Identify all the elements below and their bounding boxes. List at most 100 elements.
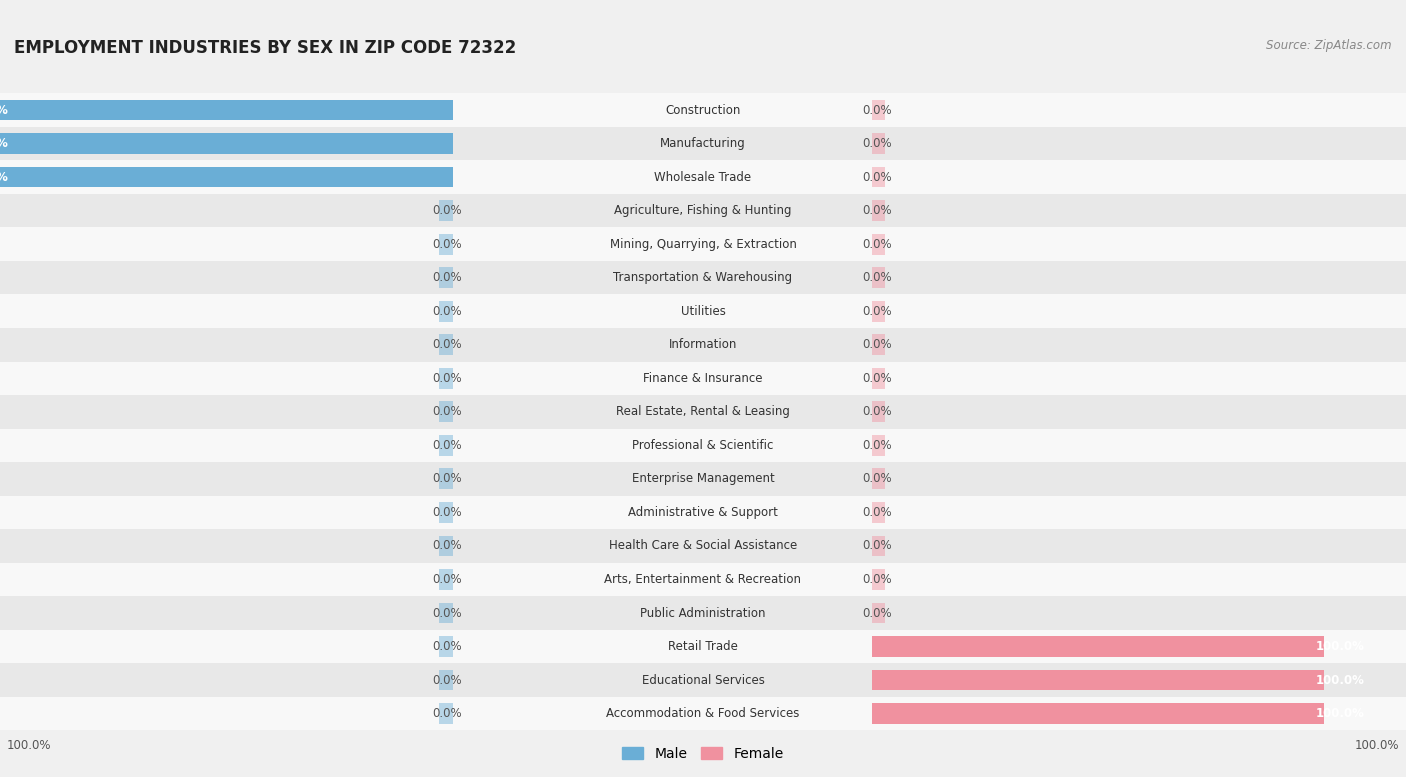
Text: Health Care & Social Assistance: Health Care & Social Assistance (609, 539, 797, 552)
Text: 100.0%: 100.0% (1316, 674, 1364, 687)
Bar (872, 402, 886, 422)
Text: 0.0%: 0.0% (432, 506, 461, 519)
Bar (872, 127, 1406, 160)
Bar (872, 167, 886, 187)
Text: Agriculture, Fishing & Hunting: Agriculture, Fishing & Hunting (614, 204, 792, 217)
Bar (872, 469, 886, 490)
Bar (439, 502, 453, 523)
Text: Public Administration: Public Administration (640, 607, 766, 619)
Bar (534, 228, 872, 261)
Bar (439, 334, 453, 355)
Bar (872, 193, 1406, 228)
Text: Source: ZipAtlas.com: Source: ZipAtlas.com (1267, 39, 1392, 52)
Text: Retail Trade: Retail Trade (668, 640, 738, 653)
Bar (872, 496, 1406, 529)
Bar (872, 328, 1406, 361)
Bar (534, 361, 872, 395)
Bar (872, 502, 886, 523)
Bar (534, 93, 872, 127)
Bar (0, 361, 534, 395)
Text: 100.0%: 100.0% (0, 103, 8, 117)
Bar (534, 462, 872, 496)
Bar (872, 462, 1406, 496)
Text: 0.0%: 0.0% (863, 238, 893, 251)
Bar (872, 630, 1406, 664)
Text: 0.0%: 0.0% (863, 271, 893, 284)
Text: Information: Information (669, 338, 737, 351)
Bar (534, 664, 872, 697)
Text: 0.0%: 0.0% (863, 439, 893, 452)
Bar (0, 160, 534, 193)
Text: 0.0%: 0.0% (432, 305, 461, 318)
Bar (439, 670, 453, 691)
Bar (439, 569, 453, 590)
Bar (0, 697, 534, 730)
Text: Utilities: Utilities (681, 305, 725, 318)
Bar (534, 261, 872, 294)
Bar (534, 127, 872, 160)
Text: 0.0%: 0.0% (432, 539, 461, 552)
Bar (439, 636, 453, 657)
Text: Accommodation & Food Services: Accommodation & Food Services (606, 707, 800, 720)
Bar (534, 596, 872, 630)
Bar (439, 301, 453, 322)
Bar (872, 535, 886, 556)
Text: 0.0%: 0.0% (432, 204, 461, 217)
Bar (0, 167, 453, 187)
Text: Wholesale Trade: Wholesale Trade (654, 171, 752, 183)
Bar (439, 435, 453, 456)
Bar (0, 228, 534, 261)
Bar (439, 469, 453, 490)
Text: 0.0%: 0.0% (432, 338, 461, 351)
Text: 0.0%: 0.0% (432, 406, 461, 418)
Bar (534, 496, 872, 529)
Bar (439, 267, 453, 288)
Bar (534, 529, 872, 563)
Bar (872, 603, 886, 623)
Text: 0.0%: 0.0% (863, 506, 893, 519)
Bar (0, 133, 453, 154)
Text: Construction: Construction (665, 103, 741, 117)
Text: Enterprise Management: Enterprise Management (631, 472, 775, 486)
Text: Administrative & Support: Administrative & Support (628, 506, 778, 519)
Text: 100.0%: 100.0% (1316, 707, 1364, 720)
Bar (872, 703, 1324, 724)
Bar (534, 328, 872, 361)
Bar (872, 569, 886, 590)
Bar (872, 435, 886, 456)
Bar (0, 630, 534, 664)
Bar (534, 429, 872, 462)
Bar (872, 395, 1406, 429)
Text: EMPLOYMENT INDUSTRIES BY SEX IN ZIP CODE 72322: EMPLOYMENT INDUSTRIES BY SEX IN ZIP CODE… (14, 39, 516, 57)
Bar (534, 697, 872, 730)
Text: 0.0%: 0.0% (432, 472, 461, 486)
Bar (0, 395, 534, 429)
Bar (534, 630, 872, 664)
Bar (872, 228, 1406, 261)
Text: 0.0%: 0.0% (432, 573, 461, 586)
Text: 0.0%: 0.0% (432, 439, 461, 452)
Bar (0, 127, 534, 160)
Bar (534, 395, 872, 429)
Bar (0, 294, 534, 328)
Text: 0.0%: 0.0% (863, 204, 893, 217)
Bar (534, 160, 872, 193)
Bar (0, 529, 534, 563)
Text: 100.0%: 100.0% (7, 740, 52, 752)
Text: 0.0%: 0.0% (863, 406, 893, 418)
Text: 0.0%: 0.0% (432, 238, 461, 251)
Bar (534, 563, 872, 596)
Bar (872, 664, 1406, 697)
Text: 0.0%: 0.0% (432, 607, 461, 619)
Bar (872, 133, 886, 154)
Text: 0.0%: 0.0% (432, 707, 461, 720)
Text: 0.0%: 0.0% (863, 305, 893, 318)
Text: 100.0%: 100.0% (0, 137, 8, 150)
Bar (0, 193, 534, 228)
Bar (0, 328, 534, 361)
Text: 0.0%: 0.0% (863, 539, 893, 552)
Text: 0.0%: 0.0% (863, 171, 893, 183)
Bar (0, 429, 534, 462)
Text: Mining, Quarrying, & Extraction: Mining, Quarrying, & Extraction (610, 238, 796, 251)
Bar (872, 160, 1406, 193)
